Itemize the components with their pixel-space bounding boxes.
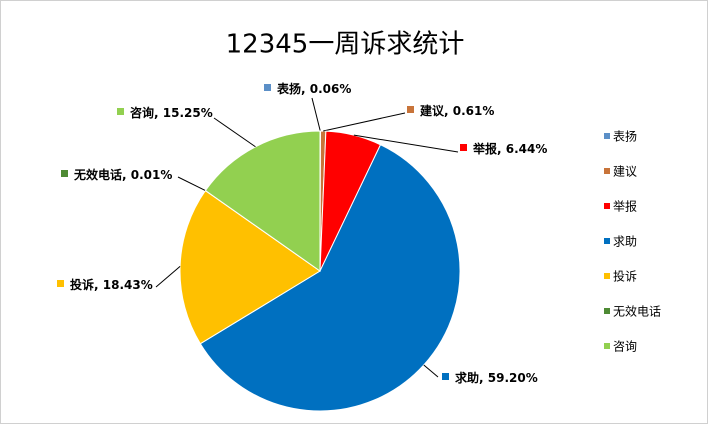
label-category: 举报 — [472, 141, 497, 156]
label-marker — [117, 108, 124, 115]
data-label: 表扬, 0.06% — [276, 81, 351, 96]
label-category: 投诉 — [70, 277, 94, 292]
label-separator: , — [444, 104, 453, 118]
data-label: 投诉, 18.43% — [70, 277, 153, 292]
label-value: 0.06% — [310, 82, 352, 96]
leader-line — [353, 134, 459, 153]
label-category: 咨询 — [130, 105, 154, 120]
legend-marker — [604, 238, 610, 244]
leader-line — [155, 266, 181, 288]
label-category: 求助 — [455, 370, 479, 385]
label-value: 0.01% — [131, 168, 173, 182]
legend-marker — [604, 308, 610, 314]
leader-line — [423, 364, 439, 378]
data-label: 无效电话, 0.01% — [73, 167, 172, 182]
label-value: 18.43% — [103, 278, 153, 292]
label-separator: , — [479, 371, 488, 385]
legend-label: 建议 — [613, 165, 637, 179]
leader-line — [311, 97, 321, 132]
legend-label: 举报 — [613, 199, 637, 214]
legend-marker — [604, 168, 610, 174]
legend-marker — [604, 203, 610, 209]
legend-marker — [604, 273, 610, 279]
leader-line — [323, 112, 406, 132]
legend-label: 无效电话 — [613, 304, 661, 319]
legend-label: 投诉 — [613, 269, 637, 284]
pie-slice — [179, 189, 321, 345]
label-separator: , — [94, 278, 103, 292]
label-value: 59.20% — [488, 371, 538, 385]
data-label: 举报, 6.44% — [472, 141, 547, 156]
label-separator: , — [122, 168, 131, 182]
leader-line — [213, 117, 256, 148]
legend-label: 咨询 — [613, 339, 637, 354]
label-marker — [442, 373, 449, 380]
data-label: 求助, 59.20% — [455, 370, 538, 385]
label-marker — [61, 170, 68, 177]
data-label: 咨询, 15.25% — [130, 105, 213, 120]
chart-title: 12345一周诉求统计 — [226, 30, 465, 60]
legend-label: 求助 — [613, 235, 637, 249]
label-marker — [264, 84, 271, 91]
pie-slice — [199, 144, 461, 412]
label-value: 0.61% — [453, 104, 495, 118]
legend-marker — [604, 133, 610, 139]
label-separator: , — [497, 142, 506, 156]
label-value: 6.44% — [506, 142, 548, 156]
label-category: 无效电话 — [73, 167, 122, 182]
legend-marker — [604, 343, 610, 349]
label-separator: , — [301, 82, 310, 96]
label-separator: , — [154, 106, 163, 120]
legend-label: 表扬 — [613, 129, 637, 144]
label-marker — [407, 106, 414, 113]
label-category: 建议 — [419, 103, 445, 118]
leader-line — [177, 176, 206, 191]
label-marker — [57, 280, 64, 287]
label-value: 15.25% — [163, 106, 213, 120]
label-category: 表扬 — [276, 81, 301, 96]
data-label: 建议, 0.61% — [419, 103, 494, 118]
label-marker — [460, 144, 467, 151]
